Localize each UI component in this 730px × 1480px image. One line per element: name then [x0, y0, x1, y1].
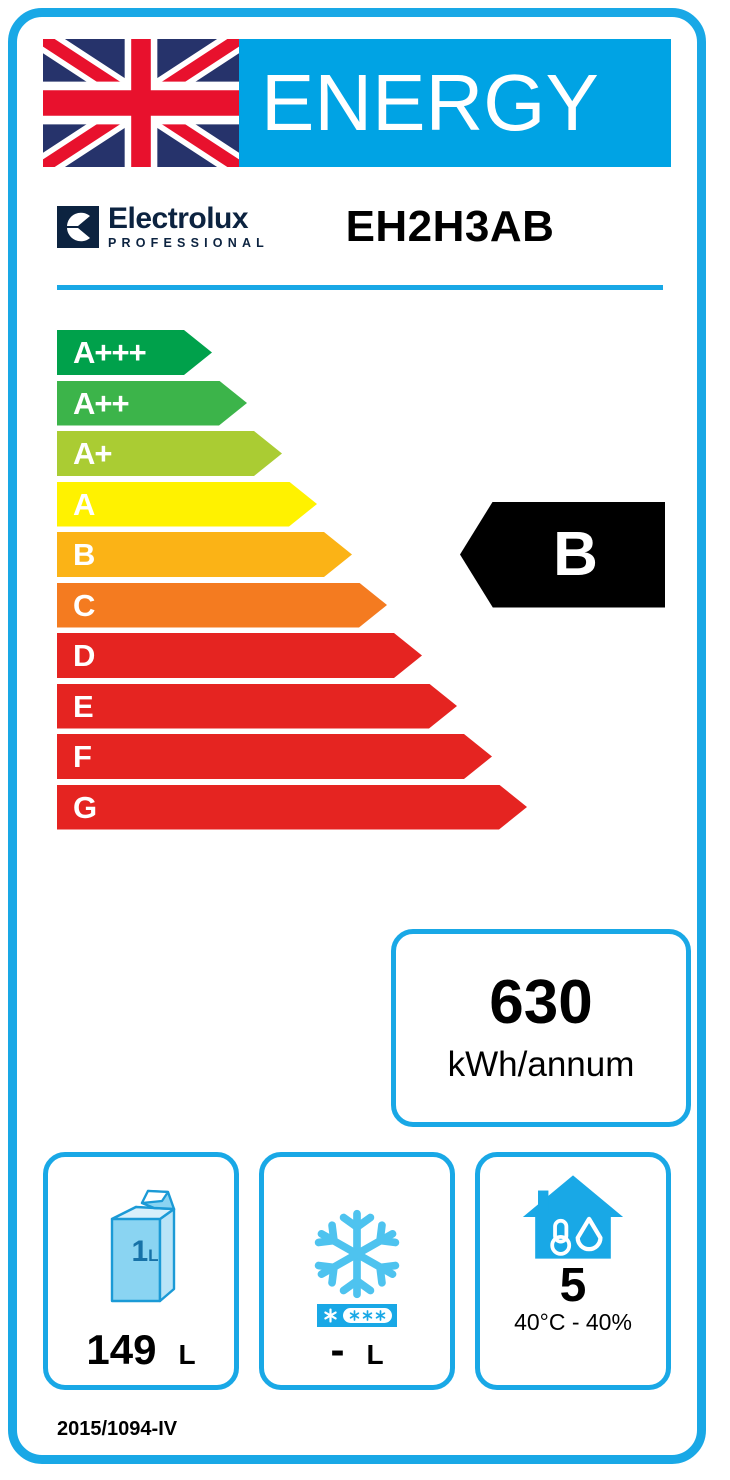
energy-class-row: B — [43, 532, 671, 577]
energy-label: ENERGY Electrolux PROFESSIONAL EH2H3AB — [8, 8, 706, 1464]
energy-class-bar-Aplus: A+ — [57, 431, 282, 476]
climate-class-value: 5 — [559, 1259, 587, 1312]
energy-class-row: G — [43, 784, 671, 830]
energy-class-label: A++ — [73, 385, 130, 421]
label-inner: ENERGY Electrolux PROFESSIONAL EH2H3AB — [17, 17, 697, 1455]
energy-class-bar-B: B — [57, 532, 352, 577]
consumption-unit: kWh/annum — [447, 1045, 635, 1084]
rating-arrow: B — [460, 501, 665, 608]
energy-class-bar-Aplusplus: A++ — [57, 380, 247, 426]
energy-class-bar-E: E — [57, 683, 457, 729]
climate-range: 40°C - 40% — [514, 1309, 632, 1335]
energy-class-label: A+++ — [73, 335, 147, 370]
fresh-volume-value: 149 — [86, 1326, 157, 1373]
star-triple-pill — [343, 1308, 392, 1323]
star-rating-badge — [317, 1304, 397, 1327]
energy-class-bar-Aplusplusplus: A+++ — [57, 330, 212, 375]
energy-class-row: C — [43, 582, 671, 628]
energy-class-label: A+ — [73, 436, 112, 471]
energy-class-row: A+ — [43, 431, 671, 476]
energy-class-bar-C: C — [57, 582, 387, 628]
star-single-icon — [324, 1308, 337, 1323]
energy-class-bar-G: G — [57, 784, 527, 830]
header-divider — [57, 285, 663, 290]
freezer-icon-group — [264, 1157, 450, 1329]
fresh-volume-box: 1L 149 L — [43, 1152, 239, 1390]
energy-class-row: A+++ — [43, 330, 671, 375]
electrolux-logo: Electrolux PROFESSIONAL — [57, 201, 270, 251]
energy-class-bar-A: A — [57, 481, 317, 527]
star-icon-1 — [349, 1310, 360, 1321]
consumption-value: 630 — [489, 968, 593, 1037]
star-icon-3 — [375, 1310, 386, 1321]
fresh-volume-foot: 149 L — [48, 1329, 234, 1385]
freezer-volume-unit: L — [366, 1339, 384, 1370]
energy-class-bars: A+++ A++ A+ A B C D E F G — [43, 330, 671, 830]
energy-class-label: B — [73, 537, 95, 572]
electrolux-mark-icon — [57, 206, 99, 248]
brand-name: Electrolux — [108, 201, 249, 235]
energy-class-row: E — [43, 683, 671, 729]
energy-class-scale: A+++ A++ A+ A B C D E F G B — [43, 330, 671, 835]
brand-row: Electrolux PROFESSIONAL EH2H3AB — [43, 181, 671, 273]
carton-label: 1L — [131, 1235, 158, 1268]
brand-words: Electrolux PROFESSIONAL — [108, 201, 270, 251]
energy-class-label: F — [73, 739, 92, 774]
house-climate-icon — [480, 1157, 666, 1263]
energy-banner: ENERGY — [239, 39, 671, 167]
energy-class-label: A — [73, 486, 95, 522]
milk-carton-icon: 1L — [48, 1157, 234, 1329]
star-icon-2 — [362, 1310, 373, 1321]
snowflake-icon — [314, 1209, 400, 1299]
energy-class-row: A++ — [43, 380, 671, 426]
energy-class-bar-D: D — [57, 633, 422, 678]
energy-class-row: F — [43, 734, 671, 779]
banner-title: ENERGY — [261, 58, 599, 147]
regulation-reference: 2015/1094-IV — [57, 1418, 178, 1440]
energy-class-label: E — [73, 688, 94, 724]
energy-class-label: G — [73, 789, 97, 825]
energy-class-label: C — [73, 587, 95, 623]
energy-class-row: A — [43, 481, 671, 527]
uk-flag-icon — [43, 39, 239, 167]
energy-class-row: D — [43, 633, 671, 678]
bottom-info-boxes: 1L 149 L — [43, 1152, 671, 1390]
label-header: ENERGY — [43, 39, 671, 167]
freezer-volume-box: - L — [259, 1152, 455, 1390]
energy-class-bar-F: F — [57, 734, 492, 779]
model-name: EH2H3AB — [345, 202, 555, 251]
brand-subtitle: PROFESSIONAL — [108, 235, 270, 250]
freezer-volume-foot: - L — [264, 1329, 450, 1385]
energy-class-label: D — [73, 638, 95, 673]
consumption-box: 630 kWh/annum — [391, 929, 691, 1127]
fresh-volume-unit: L — [178, 1339, 196, 1370]
climate-class-box: 5 40°C - 40% — [475, 1152, 671, 1390]
rating-letter: B — [553, 519, 598, 589]
freezer-volume-value: - — [330, 1326, 345, 1373]
